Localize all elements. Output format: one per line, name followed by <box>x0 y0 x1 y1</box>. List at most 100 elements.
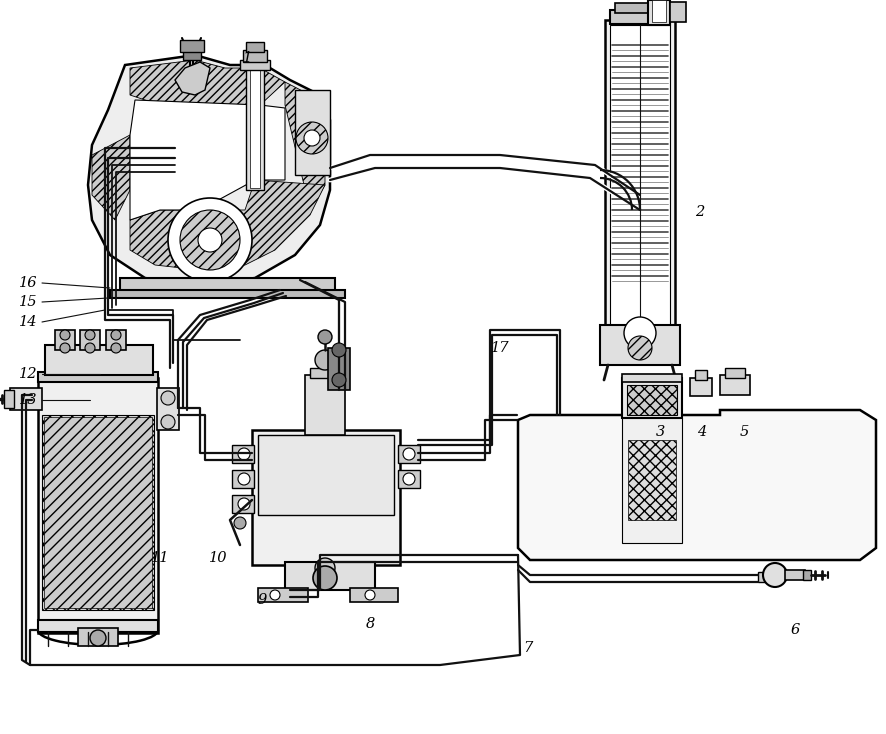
Bar <box>350 588 398 602</box>
Circle shape <box>365 590 375 600</box>
Text: 4: 4 <box>697 425 707 439</box>
Text: 10: 10 <box>209 551 227 565</box>
Circle shape <box>60 343 70 353</box>
Circle shape <box>168 198 252 282</box>
Bar <box>622 378 682 418</box>
Bar <box>615 3 665 13</box>
Text: 5: 5 <box>740 425 749 439</box>
Bar <box>258 435 394 515</box>
Bar <box>38 372 158 382</box>
Circle shape <box>90 630 106 646</box>
Bar <box>725 368 745 378</box>
Bar <box>252 430 400 565</box>
Circle shape <box>161 391 175 405</box>
Circle shape <box>315 350 335 370</box>
Circle shape <box>161 415 175 429</box>
Text: 17: 17 <box>491 341 509 355</box>
Bar <box>610 10 670 24</box>
Bar <box>785 570 805 580</box>
Bar <box>240 60 270 70</box>
Circle shape <box>763 563 787 587</box>
Text: 12: 12 <box>19 367 37 381</box>
Bar <box>246 42 264 52</box>
Bar <box>78 628 118 646</box>
Bar <box>38 620 158 632</box>
Text: 6: 6 <box>790 623 800 637</box>
Bar <box>305 375 345 435</box>
Polygon shape <box>175 62 210 95</box>
Text: 3: 3 <box>656 425 664 439</box>
Bar <box>310 368 340 378</box>
Bar <box>55 330 75 350</box>
Circle shape <box>296 122 328 154</box>
Text: 8: 8 <box>365 617 375 631</box>
Bar <box>295 90 330 175</box>
Text: 14: 14 <box>19 315 37 329</box>
Circle shape <box>624 317 656 349</box>
Bar <box>600 325 680 365</box>
Bar <box>285 562 375 590</box>
Text: 11: 11 <box>151 551 169 565</box>
Circle shape <box>403 473 415 485</box>
Bar <box>627 385 677 415</box>
Bar <box>110 290 345 298</box>
Bar <box>670 2 686 22</box>
Bar <box>232 470 254 488</box>
Bar <box>232 445 254 463</box>
Bar <box>45 345 153 375</box>
Circle shape <box>198 228 222 252</box>
Polygon shape <box>88 55 330 285</box>
Circle shape <box>238 473 250 485</box>
Bar <box>246 65 264 190</box>
Bar <box>44 417 152 608</box>
Bar <box>4 390 14 408</box>
Bar <box>180 40 204 52</box>
Bar <box>622 374 682 382</box>
Circle shape <box>304 130 320 146</box>
Circle shape <box>234 517 246 529</box>
Circle shape <box>318 330 332 344</box>
Bar <box>250 68 260 188</box>
Polygon shape <box>130 100 285 220</box>
Circle shape <box>332 343 346 357</box>
Bar <box>120 278 335 292</box>
Circle shape <box>628 336 652 360</box>
Bar <box>758 572 776 582</box>
Text: 9: 9 <box>257 593 267 607</box>
Bar <box>10 388 42 410</box>
Bar <box>80 330 100 350</box>
Polygon shape <box>285 82 325 210</box>
Circle shape <box>315 558 335 578</box>
Circle shape <box>85 343 95 353</box>
Bar <box>157 388 179 430</box>
Circle shape <box>238 498 250 510</box>
Text: 2: 2 <box>696 205 704 219</box>
Bar <box>652 0 666 22</box>
Text: 13: 13 <box>19 393 37 407</box>
Bar <box>183 50 201 60</box>
Bar <box>605 20 675 330</box>
Text: 15: 15 <box>19 295 37 309</box>
Bar <box>398 470 420 488</box>
Circle shape <box>180 210 240 270</box>
Bar <box>610 25 670 325</box>
Circle shape <box>332 373 346 387</box>
Polygon shape <box>92 135 130 220</box>
Bar <box>398 445 420 463</box>
Circle shape <box>313 566 337 590</box>
Bar <box>106 330 126 350</box>
Bar <box>622 418 682 543</box>
Bar <box>232 495 254 513</box>
Bar <box>38 378 158 633</box>
Bar <box>628 440 676 520</box>
Text: 16: 16 <box>19 276 37 290</box>
Polygon shape <box>130 180 325 270</box>
Bar <box>258 588 308 602</box>
Circle shape <box>270 590 280 600</box>
Bar <box>328 348 350 390</box>
Circle shape <box>238 448 250 460</box>
Circle shape <box>85 330 95 340</box>
Circle shape <box>403 448 415 460</box>
Bar <box>803 570 811 580</box>
Bar <box>42 415 154 610</box>
